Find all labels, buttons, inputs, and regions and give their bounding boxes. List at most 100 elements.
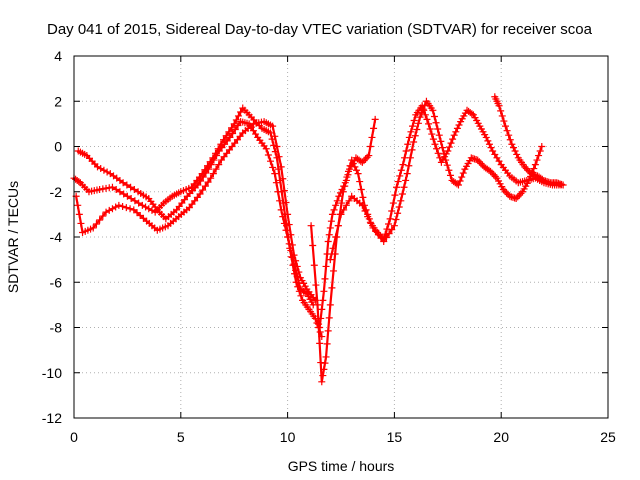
data-point-marker [399,161,407,169]
data-point-marker [196,190,204,198]
data-point-marker [334,222,342,230]
data-point-marker [434,149,442,157]
data-point-marker [323,340,331,348]
grid [74,56,608,418]
data-point-marker [525,176,533,184]
y-tick-label: 4 [54,48,62,64]
data-point-marker [402,147,410,155]
data-point-marker [351,163,359,171]
data-point-marker [385,230,393,238]
y-axis-title: SDTVAR / TECUs [5,181,21,293]
data-point-marker [340,206,348,214]
data-point-marker [474,156,482,164]
data-point-marker [105,206,113,214]
data-point-marker [500,117,508,125]
data-point-marker [282,226,290,234]
data-point-marker [123,192,131,200]
data-point-marker [277,163,285,171]
data-point-marker [498,112,506,120]
data-point-marker [119,179,127,187]
data-point-marker [430,113,438,121]
data-point-marker [499,185,507,193]
data-point-marker [407,128,415,136]
data-point-marker [267,157,275,165]
data-point-marker [517,189,525,197]
data-point-marker [319,296,327,304]
data-point-marker [202,169,210,177]
data-point-marker [455,121,463,129]
data-point-marker [401,154,409,162]
data-point-marker [475,158,483,166]
x-axis-title: GPS time / hours [288,458,395,474]
data-point-marker [328,284,336,292]
data-point-marker [320,365,328,373]
data-point-marker [348,156,356,164]
data-point-marker [429,106,437,114]
data-point-marker [318,378,326,386]
data-point-marker [231,126,239,134]
data-point-marker [394,178,402,186]
data-point-marker [287,231,295,239]
data-point-marker [456,177,464,185]
data-point-marker [413,126,421,134]
data-point-marker [314,301,322,309]
data-point-marker [388,207,396,215]
data-point-marker [93,163,101,171]
data-point-marker [431,140,439,148]
data-point-marker [366,143,374,150]
data-point-marker [126,205,134,213]
data-point-marker [361,207,369,215]
data-point-marker [332,201,340,209]
data-point-marker [364,213,372,221]
data-point-marker [559,181,567,189]
data-point-marker [310,261,318,269]
data-point-marker [349,159,357,167]
data-point-marker [512,195,520,203]
data-point-marker [371,115,379,123]
data-point-marker [336,189,344,197]
data-point-marker [425,120,433,128]
data-point-marker [323,250,331,258]
data-point-marker [447,139,455,147]
data-point-marker [279,213,287,221]
data-point-marker [477,159,485,167]
data-point-marker [225,128,233,136]
data-point-marker [482,133,490,141]
data-point-marker [112,203,120,211]
data-point-marker [403,170,411,178]
data-point-marker [434,125,442,133]
data-point-marker [127,195,135,203]
data-point-marker [433,145,441,153]
data-point-marker [322,353,330,361]
data-point-marker [368,133,376,141]
data-point-marker [316,339,324,347]
data-point-marker [322,262,330,270]
data-point-marker [330,206,338,214]
data-point-marker [392,215,400,223]
data-point-marker [365,152,373,160]
data-point-marker [513,150,521,158]
data-point-marker [452,128,460,136]
data-point-marker [514,193,522,201]
data-point-marker [325,231,333,239]
data-point-marker [229,129,237,137]
data-point-marker [312,281,320,289]
data-point-marker [228,124,236,132]
data-point-marker [414,119,422,127]
data-point-marker [295,268,303,276]
data-point-marker [360,157,368,165]
data-point-marker [506,136,514,144]
data-point-marker [363,153,371,161]
data-point-marker [331,250,339,258]
data-point-marker [397,166,405,174]
data-point-marker [123,181,131,189]
y-tick-label: 0 [54,139,62,155]
data-point-marker [416,113,424,121]
data-point-marker [92,220,100,228]
data-point-marker [436,154,444,162]
data-point-marker [269,163,277,171]
data-point-marker [385,220,393,228]
data-point-marker [421,111,429,119]
data-point-marker [533,156,541,164]
data-point-marker [75,210,83,218]
